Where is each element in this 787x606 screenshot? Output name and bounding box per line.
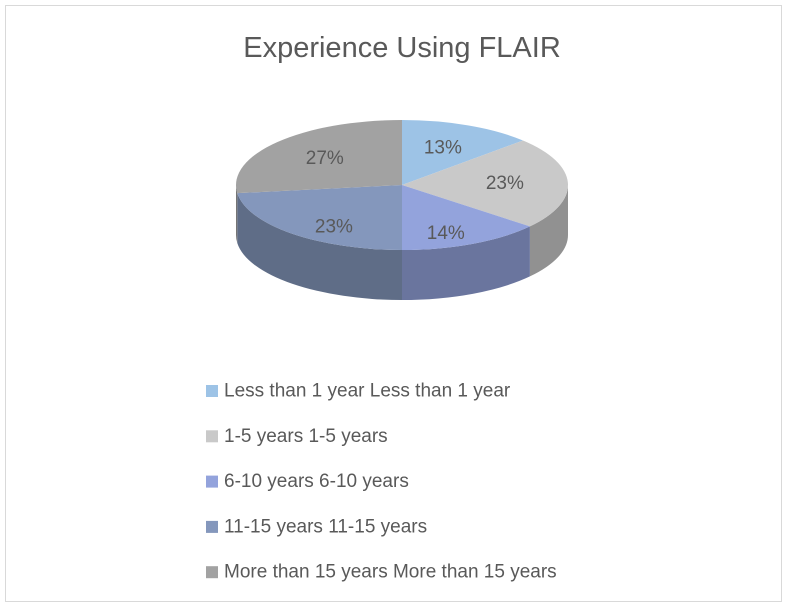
data-label: 23% [315,217,353,238]
pie-slice [237,185,402,250]
pie-slice [402,120,524,185]
pie-side [529,185,568,277]
data-label: 13% [424,138,462,159]
data-label: 23% [486,173,524,194]
legend-swatch [206,385,218,397]
pie-side [236,185,238,244]
legend-swatch [206,520,218,533]
legend-label: More than 15 years More than 15 years [224,562,557,583]
pie-side [402,226,530,300]
legend-swatch [206,475,218,488]
legend-label: 6-10 years 6-10 years [224,471,409,492]
pie-slice [236,120,402,194]
legend-label: Less than 1 year Less than 1 year [224,381,511,402]
data-label: 27% [306,148,344,169]
pie-slice [402,185,530,250]
legend-swatch [206,430,218,443]
legend-label: 11-15 years 11-15 years [224,516,427,537]
pie-side [237,193,402,300]
pie-slice [402,140,568,227]
legend-swatch [206,566,218,579]
data-label: 14% [427,223,465,244]
legend-label: 1-5 years 1-5 years [224,426,388,447]
chart-frame [5,5,782,602]
chart-title: Experience Using FLAIR [243,32,561,64]
